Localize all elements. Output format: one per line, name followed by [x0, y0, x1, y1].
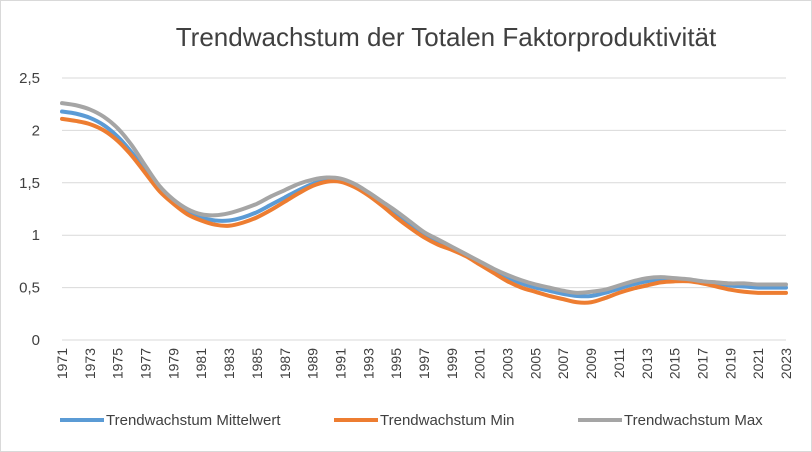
x-tick-label: 1989 — [305, 348, 321, 379]
legend-label: Trendwachstum Max — [624, 412, 763, 429]
legend: Trendwachstum Mittelwert Trendwachstum Mi… — [60, 412, 763, 429]
y-axis-ticks: 0 0,5 1 1,5 2 2,5 — [19, 70, 40, 349]
chart-title: Trendwachstum der Totalen Faktorprodukti… — [176, 22, 717, 52]
x-tick-label: 1977 — [138, 348, 154, 379]
x-tick-label: 2017 — [694, 348, 710, 379]
x-tick-label: 1997 — [416, 348, 432, 379]
x-tick-label: 1973 — [82, 348, 98, 379]
y-tick-label: 1,5 — [19, 175, 40, 192]
x-tick-label: 1985 — [249, 348, 265, 379]
x-tick-label: 2019 — [722, 348, 738, 379]
x-tick-label: 1979 — [165, 348, 181, 379]
series-line-2 — [60, 101, 788, 295]
x-tick-label: 2001 — [472, 348, 488, 379]
x-tick-label: 2009 — [583, 348, 599, 379]
legend-item-1: Trendwachstum Min — [334, 412, 515, 429]
x-tick-label: 2007 — [555, 348, 571, 379]
legend-item-2: Trendwachstum Max — [578, 412, 763, 429]
x-tick-label: 1971 — [54, 348, 70, 379]
series-lines — [60, 101, 788, 305]
x-tick-label: 1975 — [110, 348, 126, 379]
x-tick-label: 2015 — [667, 348, 683, 379]
x-tick-label: 2003 — [500, 348, 516, 379]
legend-label: Trendwachstum Min — [380, 412, 515, 429]
x-tick-label: 2013 — [639, 348, 655, 379]
y-tick-label: 0,5 — [19, 280, 40, 297]
y-tick-label: 0 — [32, 332, 40, 349]
x-tick-label: 1993 — [360, 348, 376, 379]
series-line-1 — [60, 116, 788, 305]
x-tick-label: 1999 — [444, 348, 460, 379]
y-tick-label: 2 — [32, 122, 40, 139]
x-tick-label: 2021 — [750, 348, 766, 379]
x-axis-ticks: 1971 1973 1975 1977 1979 1981 1983 1985 1987 1989… — [54, 348, 794, 379]
x-tick-label: 2023 — [778, 348, 794, 379]
x-tick-label: 1983 — [221, 348, 237, 379]
y-tick-label: 1 — [32, 227, 40, 244]
grid-lines — [62, 77, 786, 341]
legend-label: Trendwachstum Mittelwert — [106, 412, 281, 429]
x-tick-label: 1991 — [332, 348, 348, 379]
x-tick-label: 2005 — [527, 348, 543, 379]
x-tick-label: 1981 — [193, 348, 209, 379]
legend-item-0: Trendwachstum Mittelwert — [60, 412, 281, 429]
x-tick-label: 1987 — [277, 348, 293, 379]
x-tick-label: 1995 — [388, 348, 404, 379]
x-tick-label: 2011 — [611, 348, 627, 378]
y-tick-label: 2,5 — [19, 70, 40, 87]
